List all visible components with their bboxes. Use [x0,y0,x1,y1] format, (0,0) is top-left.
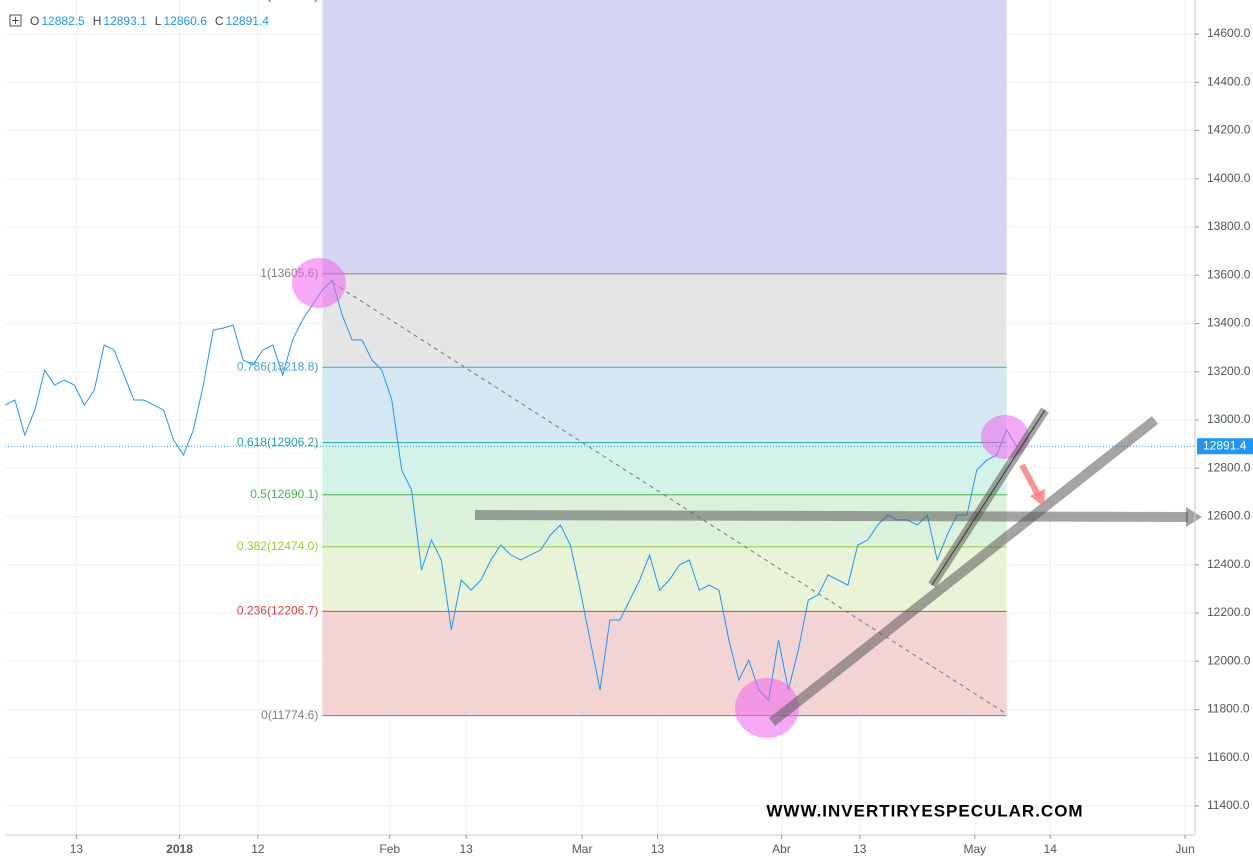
ohlc-key: H [93,14,102,28]
fib-label: 0(11774.6) [261,708,318,722]
trend-line [931,409,1046,586]
price [5,279,1195,702]
highlight-circle [292,258,346,308]
trend-line [474,510,1189,522]
ohlc-key: O [30,14,39,28]
y-tick-label: 13800.0 [1207,219,1251,233]
x-tick-label: 13 [70,842,84,856]
y-tick-label: 12200.0 [1207,605,1251,619]
y-tick-label: 13600.0 [1207,267,1251,281]
fib-band [322,611,1007,716]
y-tick-label: 12600.0 [1207,509,1251,523]
x-tick-label: Abr [772,842,791,856]
y-tick-label: 14200.0 [1207,123,1251,137]
x-tick-label: Jun [1175,842,1194,856]
arrow [1019,463,1041,497]
x-tick-label: 13 [853,842,867,856]
last-price-box [1197,438,1253,455]
y-tick-label: 13000.0 [1207,412,1251,426]
fib-band [322,442,1007,495]
ohlc-value: 12893.1 [103,14,147,28]
arrow-head [1186,507,1202,527]
y-tick-label: 11400.0 [1207,798,1250,812]
y-tick-label: 11800.0 [1207,702,1250,716]
ohlc-key: L [155,14,162,28]
ohlc-value: 12882.5 [41,14,85,28]
x-tick-label: 2018 [166,842,193,856]
price-line [5,279,1017,702]
fibonacci: 1.618(14757.1)1(13605.6)0.786(13218.8)0.… [237,0,1007,722]
fib-label: 0.786(13218.8) [237,359,318,373]
watermark: WWW.INVERTIRYESPECULAR.COM [766,801,1083,820]
last-price-label: 12891.4 [1203,438,1247,452]
y-tick-label: 12800.0 [1207,460,1251,474]
annotations [292,258,1202,738]
expand-icon[interactable] [9,14,22,27]
y-tick-label: 14600.0 [1207,26,1251,40]
fib-diagonal [332,282,1006,714]
y-tick-label: 12000.0 [1207,653,1251,667]
x-tick-label: Mar [572,842,593,856]
labels: 11400.0 11600.0 11800.0 12000.0 12200.0 12400… [30,14,1253,856]
x-tick-label: Feb [379,842,400,856]
x-tick-label: May [964,842,987,856]
y-tick-label: 14400.0 [1207,74,1251,88]
y-tick-label: 13400.0 [1207,316,1251,330]
arrow-head [1030,489,1045,507]
y-tick-label: 11600.0 [1207,750,1250,764]
ohlc-value: 12891.4 [226,14,270,28]
x-tick-label: 13 [651,842,665,856]
ohlc-value: 12860.6 [163,14,207,28]
fib-label: 1.618(14757.1) [237,0,318,2]
trend-line [768,416,1159,726]
x-tick-label: 13 [459,842,473,856]
fib-label: 0.236(12206.7) [237,604,318,618]
ohlc-key: C [215,14,224,28]
fib-band [322,0,1007,274]
y-tick-label: 14000.0 [1207,171,1251,185]
fib-label: 0.5(12690.1) [250,487,318,501]
fib-band [322,273,1007,368]
fib-band [322,546,1007,612]
y-tick-label: 12400.0 [1207,557,1251,571]
fib-label: 0.382(12474.0) [237,539,318,553]
y-tick-label: 13200.0 [1207,364,1251,378]
x-tick-label: 14 [1044,842,1058,856]
fib-band [322,367,1007,443]
fib-label: 0.618(12906.2) [237,435,318,449]
highlight-circle [735,678,799,738]
x-tick-label: 12 [251,842,265,856]
